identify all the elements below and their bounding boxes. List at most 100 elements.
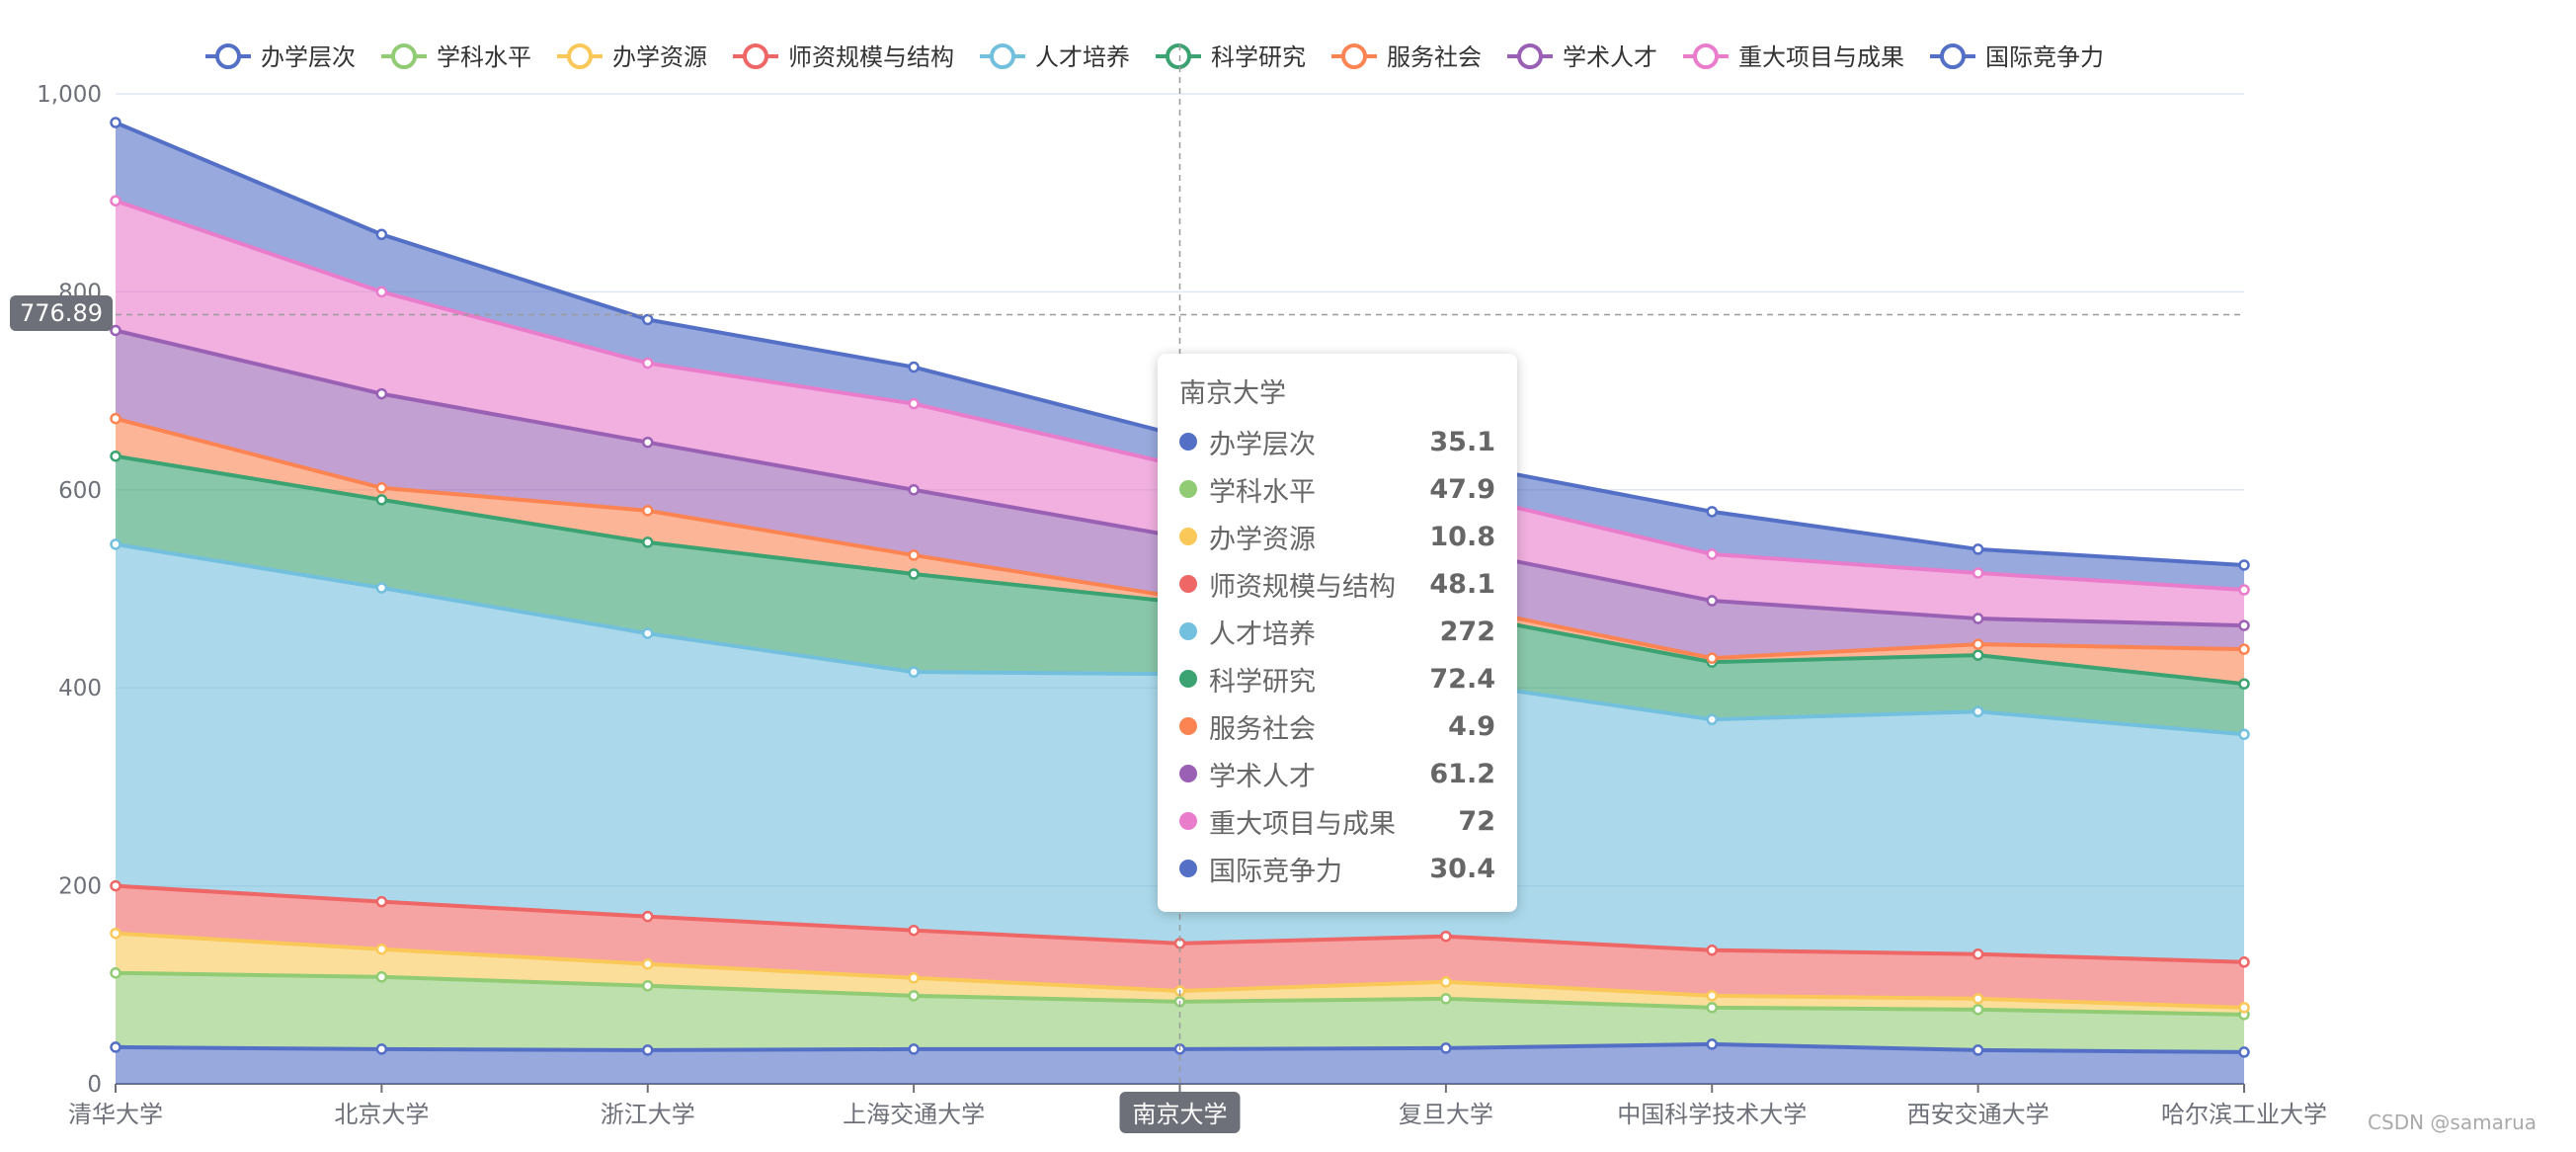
point-办学资源-清华大学[interactable] [110, 927, 121, 940]
area-服务社会[interactable] [116, 418, 2244, 685]
point-办学资源-北京大学[interactable] [375, 943, 388, 955]
point-学科水平-复旦大学[interactable] [1440, 993, 1452, 1005]
point-人才培养-西安交通大学[interactable] [1972, 705, 1984, 717]
point-办学层次-哈尔滨工业大学[interactable] [2238, 1046, 2250, 1058]
legend-item-人才培养[interactable]: 人才培养 [980, 43, 1130, 71]
point-学科水平-上海交通大学[interactable] [908, 990, 920, 1002]
point-人才培养-清华大学[interactable] [110, 538, 121, 550]
point-国际竞争力-清华大学[interactable] [110, 117, 121, 128]
point-重大项目与成果-浙江大学[interactable] [642, 357, 654, 370]
point-服务社会-浙江大学[interactable] [642, 505, 654, 517]
x-tick-label: 哈尔滨工业大学 [2161, 1101, 2327, 1128]
legend[interactable]: 办学层次 学科水平 办学资源 师资规模与结构 人才培养 科学研究 服务社会 学术人才 重大项目与… [205, 43, 2104, 71]
legend-label: 学科水平 [437, 43, 531, 71]
point-服务社会-哈尔滨工业大学[interactable] [2238, 643, 2250, 655]
point-服务社会-北京大学[interactable] [375, 482, 388, 494]
legend-marker [1341, 43, 1367, 69]
point-人才培养-上海交通大学[interactable] [908, 666, 920, 678]
point-重大项目与成果-北京大学[interactable] [375, 286, 388, 298]
point-师资规模与结构-浙江大学[interactable] [642, 910, 654, 923]
point-国际竞争力-北京大学[interactable] [375, 228, 388, 241]
y-tick-label: 0 [87, 1072, 102, 1098]
point-学术人才-清华大学[interactable] [110, 324, 121, 337]
point-办学资源-中国科学技术大学[interactable] [1706, 990, 1718, 1002]
point-师资规模与结构-上海交通大学[interactable] [908, 924, 920, 937]
legend-item-学科水平[interactable]: 学科水平 [381, 43, 531, 71]
legend-label: 重大项目与成果 [1738, 43, 1904, 71]
point-学术人才-浙江大学[interactable] [642, 436, 654, 449]
point-人才培养-哈尔滨工业大学[interactable] [2238, 728, 2250, 741]
legend-marker [391, 43, 417, 69]
point-办学层次-清华大学[interactable] [110, 1041, 121, 1053]
point-师资规模与结构-中国科学技术大学[interactable] [1706, 944, 1718, 956]
point-科学研究-西安交通大学[interactable] [1972, 649, 1984, 661]
point-学科水平-北京大学[interactable] [375, 971, 388, 983]
legend-item-服务社会[interactable]: 服务社会 [1331, 43, 1482, 71]
point-办学资源-哈尔滨工业大学[interactable] [2238, 1002, 2250, 1014]
tooltip-series-name: 学科水平 [1209, 476, 1316, 508]
point-人才培养-中国科学技术大学[interactable] [1706, 713, 1718, 726]
point-学科水平-西安交通大学[interactable] [1972, 1004, 1984, 1016]
point-办学层次-中国科学技术大学[interactable] [1706, 1038, 1718, 1050]
point-国际竞争力-哈尔滨工业大学[interactable] [2238, 559, 2250, 571]
point-办学层次-西安交通大学[interactable] [1972, 1044, 1984, 1056]
point-学科水平-清华大学[interactable] [110, 967, 121, 979]
tooltip-series-value: 4.9 [1448, 710, 1495, 742]
legend-item-师资规模与结构[interactable]: 师资规模与结构 [733, 43, 954, 71]
point-学术人才-上海交通大学[interactable] [908, 484, 920, 496]
legend-item-重大项目与成果[interactable]: 重大项目与成果 [1683, 43, 1904, 71]
point-国际竞争力-浙江大学[interactable] [642, 313, 654, 326]
point-重大项目与成果-西安交通大学[interactable] [1972, 567, 1984, 579]
point-学术人才-北京大学[interactable] [375, 387, 388, 400]
point-服务社会-西安交通大学[interactable] [1972, 638, 1984, 650]
point-学术人才-西安交通大学[interactable] [1972, 613, 1984, 624]
point-师资规模与结构-西安交通大学[interactable] [1972, 947, 1984, 960]
point-办学资源-浙江大学[interactable] [642, 958, 654, 970]
legend-item-科学研究[interactable]: 科学研究 [1156, 43, 1306, 71]
point-学科水平-浙江大学[interactable] [642, 980, 654, 992]
point-办学层次-北京大学[interactable] [375, 1043, 388, 1055]
tooltip-series-value: 72 [1458, 805, 1495, 837]
point-科学研究-北京大学[interactable] [375, 494, 388, 506]
point-科学研究-清华大学[interactable] [110, 450, 121, 462]
legend-marker [1517, 43, 1543, 69]
point-办学资源-西安交通大学[interactable] [1972, 993, 1984, 1005]
legend-item-办学资源[interactable]: 办学资源 [557, 43, 707, 71]
point-国际竞争力-上海交通大学[interactable] [908, 361, 920, 373]
point-科学研究-上海交通大学[interactable] [908, 568, 920, 580]
point-服务社会-上海交通大学[interactable] [908, 549, 920, 561]
point-办学资源-上海交通大学[interactable] [908, 972, 920, 984]
legend-marker [215, 43, 241, 69]
legend-item-学术人才[interactable]: 学术人才 [1507, 43, 1657, 71]
tooltip-series-name: 国际竞争力 [1209, 856, 1342, 887]
point-国际竞争力-西安交通大学[interactable] [1972, 543, 1984, 555]
area-重大项目与成果[interactable] [116, 201, 2244, 626]
point-师资规模与结构-复旦大学[interactable] [1440, 930, 1452, 943]
point-服务社会-清华大学[interactable] [110, 412, 121, 425]
point-服务社会-中国科学技术大学[interactable] [1706, 652, 1718, 664]
point-师资规模与结构-北京大学[interactable] [375, 895, 388, 908]
point-重大项目与成果-中国科学技术大学[interactable] [1706, 548, 1718, 560]
tooltip: 南京大学 办学层次 35.1 学科水平 47.9 办学资源 10.8 师资规模与结构 48.1… [1158, 354, 1517, 912]
legend-item-国际竞争力[interactable]: 国际竞争力 [1930, 43, 2104, 71]
point-办学层次-上海交通大学[interactable] [908, 1043, 920, 1055]
point-科学研究-浙江大学[interactable] [642, 536, 654, 548]
point-重大项目与成果-哈尔滨工业大学[interactable] [2238, 584, 2250, 596]
point-重大项目与成果-清华大学[interactable] [110, 195, 121, 206]
tooltip-series-dot [1179, 717, 1197, 735]
point-办学资源-复旦大学[interactable] [1440, 976, 1452, 988]
point-科学研究-哈尔滨工业大学[interactable] [2238, 678, 2250, 690]
point-师资规模与结构-哈尔滨工业大学[interactable] [2238, 956, 2250, 968]
point-重大项目与成果-上海交通大学[interactable] [908, 397, 920, 410]
point-师资规模与结构-清华大学[interactable] [110, 879, 121, 892]
point-人才培养-浙江大学[interactable] [642, 627, 654, 639]
point-人才培养-北京大学[interactable] [375, 582, 388, 594]
point-学术人才-中国科学技术大学[interactable] [1706, 595, 1718, 607]
point-办学层次-复旦大学[interactable] [1440, 1042, 1452, 1054]
point-学科水平-中国科学技术大学[interactable] [1706, 1002, 1718, 1014]
point-学术人才-哈尔滨工业大学[interactable] [2238, 619, 2250, 631]
point-国际竞争力-中国科学技术大学[interactable] [1706, 506, 1718, 518]
point-办学层次-浙江大学[interactable] [642, 1044, 654, 1056]
legend-item-办学层次[interactable]: 办学层次 [205, 43, 356, 71]
